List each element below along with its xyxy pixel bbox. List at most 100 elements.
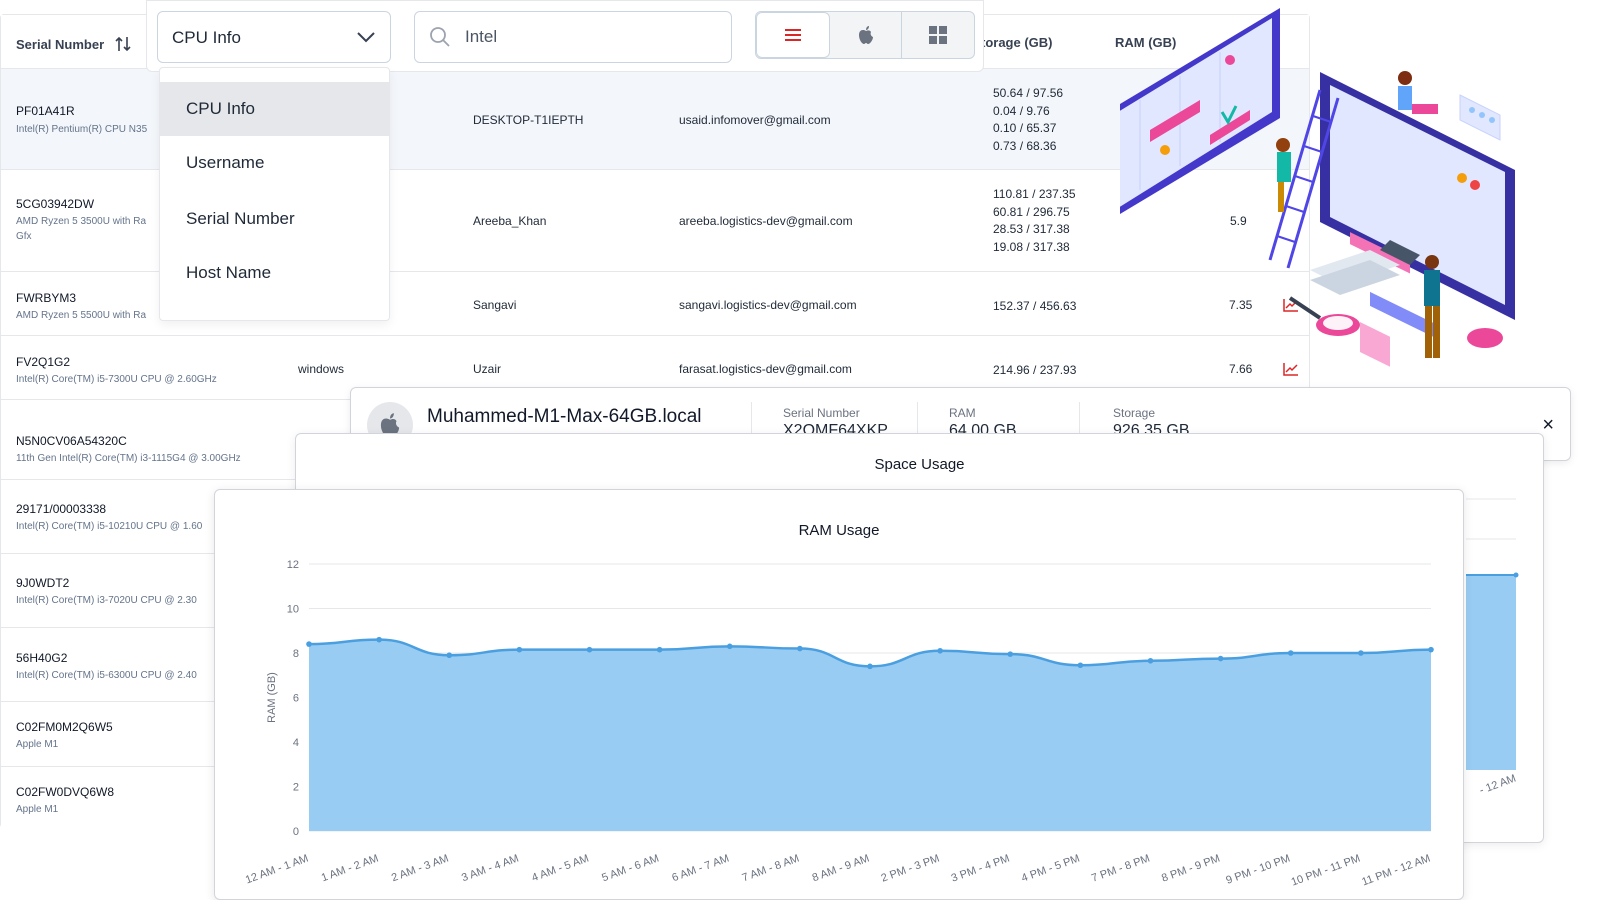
storage-cell: 214.96 / 237.93	[993, 363, 1077, 377]
x-tick-label: 9 PM - 10 PM	[1224, 853, 1291, 887]
trend-chart-icon[interactable]	[1283, 362, 1299, 376]
x-tick-label: 4 AM - 5 AM	[530, 853, 590, 885]
cpu-cell: Intel(R) Core(TM) i3-7020U CPU @ 2.30	[16, 595, 197, 606]
list-view-button[interactable]	[756, 12, 830, 58]
space-usage-title: Space Usage	[874, 456, 965, 473]
windows-filter-button[interactable]	[902, 12, 974, 58]
filter-select[interactable]: CPU Info	[157, 11, 391, 63]
divider	[917, 402, 918, 438]
cpu-cell: Intel(R) Pentium(R) CPU N35	[16, 124, 148, 135]
storage-label: Storage	[1113, 406, 1156, 420]
serial-cell: 56H40G2	[16, 651, 68, 665]
trend-chart-icon[interactable]	[1283, 298, 1299, 312]
user-cell: Areeba_Khan	[473, 214, 547, 228]
close-button[interactable]: ×	[1542, 414, 1554, 436]
data-point	[1217, 655, 1224, 662]
cpu-cell: Intel(R) Core(TM) i5-6300U CPU @ 2.40	[16, 670, 197, 681]
ram-cell: 5.9	[1230, 214, 1247, 228]
chevron-down-icon	[357, 32, 375, 43]
menu-item-host-name[interactable]: Host Name	[186, 263, 272, 282]
apple-icon	[858, 26, 873, 44]
data-point	[306, 641, 312, 647]
serial-cell: 9J0WDT2	[16, 576, 70, 590]
y-tick-label: 6	[293, 693, 299, 705]
x-tick-label: 3 PM - 4 PM	[950, 853, 1012, 885]
menu-item-cpu-info[interactable]: CPU Info	[160, 82, 389, 136]
cpu-cell: Intel(R) Core(TM) i5-7300U CPU @ 2.60GHz	[16, 374, 217, 385]
windows-icon	[929, 26, 948, 44]
serial-cell: PF01A41R	[16, 104, 75, 118]
data-point	[1007, 651, 1014, 657]
serial-cell: C02FW0DVQ6W8	[16, 785, 115, 799]
y-tick-label: 2	[293, 782, 299, 794]
search-input[interactable]	[465, 22, 715, 52]
email-cell: usaid.infomover@gmail.com	[679, 113, 831, 127]
cpu-cell: AMD Ryzen 5 5500U with Ra	[16, 310, 147, 321]
device-name: Muhammed-M1-Max-64GB.local	[427, 406, 702, 427]
filter-toolbar: CPU Info	[146, 0, 984, 72]
col-header-serial[interactable]: Serial Number	[16, 35, 132, 56]
storage-cell: 50.64 / 97.56 0.04 / 9.76 0.10 / 65.37 0…	[993, 86, 1064, 153]
x-tick-label: 6 AM - 7 AM	[670, 853, 730, 885]
x-tick-label: 11 PM - 12 AM	[1360, 853, 1432, 889]
x-tick-label: 2 AM - 3 AM	[390, 853, 450, 885]
email-cell: sangavi.logistics-dev@gmail.com	[679, 298, 857, 312]
ram-usage-chart: 0 2 4 6 8 10 12 12 AM - 1 AM 1 AM - 2 AM 2 AM - 3…	[244, 559, 1434, 889]
ram-label: RAM	[949, 406, 976, 420]
cpu-cell: AMD Ryzen 5 3500U with Ra	[16, 216, 147, 227]
data-point	[937, 647, 943, 654]
menu-item-serial-number[interactable]: Serial Number	[186, 209, 295, 228]
divider	[1079, 402, 1080, 438]
col-header-ram[interactable]: RAM (GB)	[1115, 35, 1177, 50]
x-tick-label: 8 PM - 9 PM	[1160, 853, 1222, 885]
data-point	[1428, 646, 1434, 653]
data-point	[797, 645, 803, 652]
y-tick-label: 12	[287, 559, 299, 571]
storage-cell: 152.37 / 456.63	[993, 299, 1077, 313]
data-point	[1513, 572, 1519, 578]
cpu-cell: Intel(R) Core(TM) i5-10210U CPU @ 1.60	[16, 521, 203, 532]
apple-filter-button[interactable]	[830, 12, 903, 58]
data-point	[586, 646, 593, 653]
ram-usage-area	[309, 639, 1431, 831]
search-icon	[430, 27, 450, 47]
x-tick-label: 12 AM - 1 AM	[244, 853, 310, 887]
data-point	[1147, 657, 1154, 664]
col-header-storage[interactable]: torage (GB)	[981, 35, 1053, 50]
serial-cell: 5CG03942DW	[16, 197, 95, 211]
data-point	[867, 663, 873, 670]
x-tick-label: 2 PM - 3 PM	[880, 853, 942, 885]
y-tick-label: 8	[293, 648, 299, 660]
x-tick-label: 4 PM - 5 PM	[1020, 853, 1082, 885]
serial-cell: FWRBYM3	[16, 291, 76, 305]
data-point	[656, 646, 663, 653]
x-tick-label: 8 AM - 9 AM	[811, 853, 871, 885]
os-cell: windows	[298, 362, 345, 376]
list-icon	[784, 29, 801, 41]
ram-usage-card: RAM Usage 0 2 4 6 8 10 12 12 AM - 1 AM 1 AM - 2 …	[214, 489, 1464, 900]
user-cell: Uzair	[473, 362, 502, 376]
x-tick-label: - 12 AM	[1478, 773, 1518, 797]
y-tick-label: 10	[287, 604, 299, 616]
user-cell: Sangavi	[473, 298, 517, 312]
serial-cell: N5N0CV06A54320C	[16, 434, 127, 448]
y-axis-label: RAM (GB)	[266, 672, 278, 723]
view-toggle	[755, 11, 975, 59]
menu-item-username[interactable]: Username	[186, 153, 265, 172]
data-point	[1287, 650, 1294, 656]
serial-cell: 29171/00003338	[16, 502, 107, 516]
sort-icon[interactable]	[114, 35, 132, 56]
serial-cell: C02FM0M2Q6W5	[16, 720, 113, 734]
ram-cell: 7.66	[1229, 362, 1253, 376]
y-tick-label: 0	[293, 826, 299, 838]
x-tick-label: 1 AM - 2 AM	[320, 853, 380, 885]
filter-menu: CPU Info Username Serial Number Host Nam…	[159, 67, 390, 321]
data-point	[1077, 662, 1084, 669]
filter-select-value: CPU Info	[172, 28, 241, 47]
y-tick-label: 4	[293, 737, 299, 749]
search-box[interactable]	[414, 11, 732, 63]
x-tick-label: 3 AM - 4 AM	[460, 853, 520, 885]
email-cell: areeba.logistics-dev@gmail.com	[679, 214, 853, 228]
ram-cell: 7.35	[1229, 298, 1253, 312]
